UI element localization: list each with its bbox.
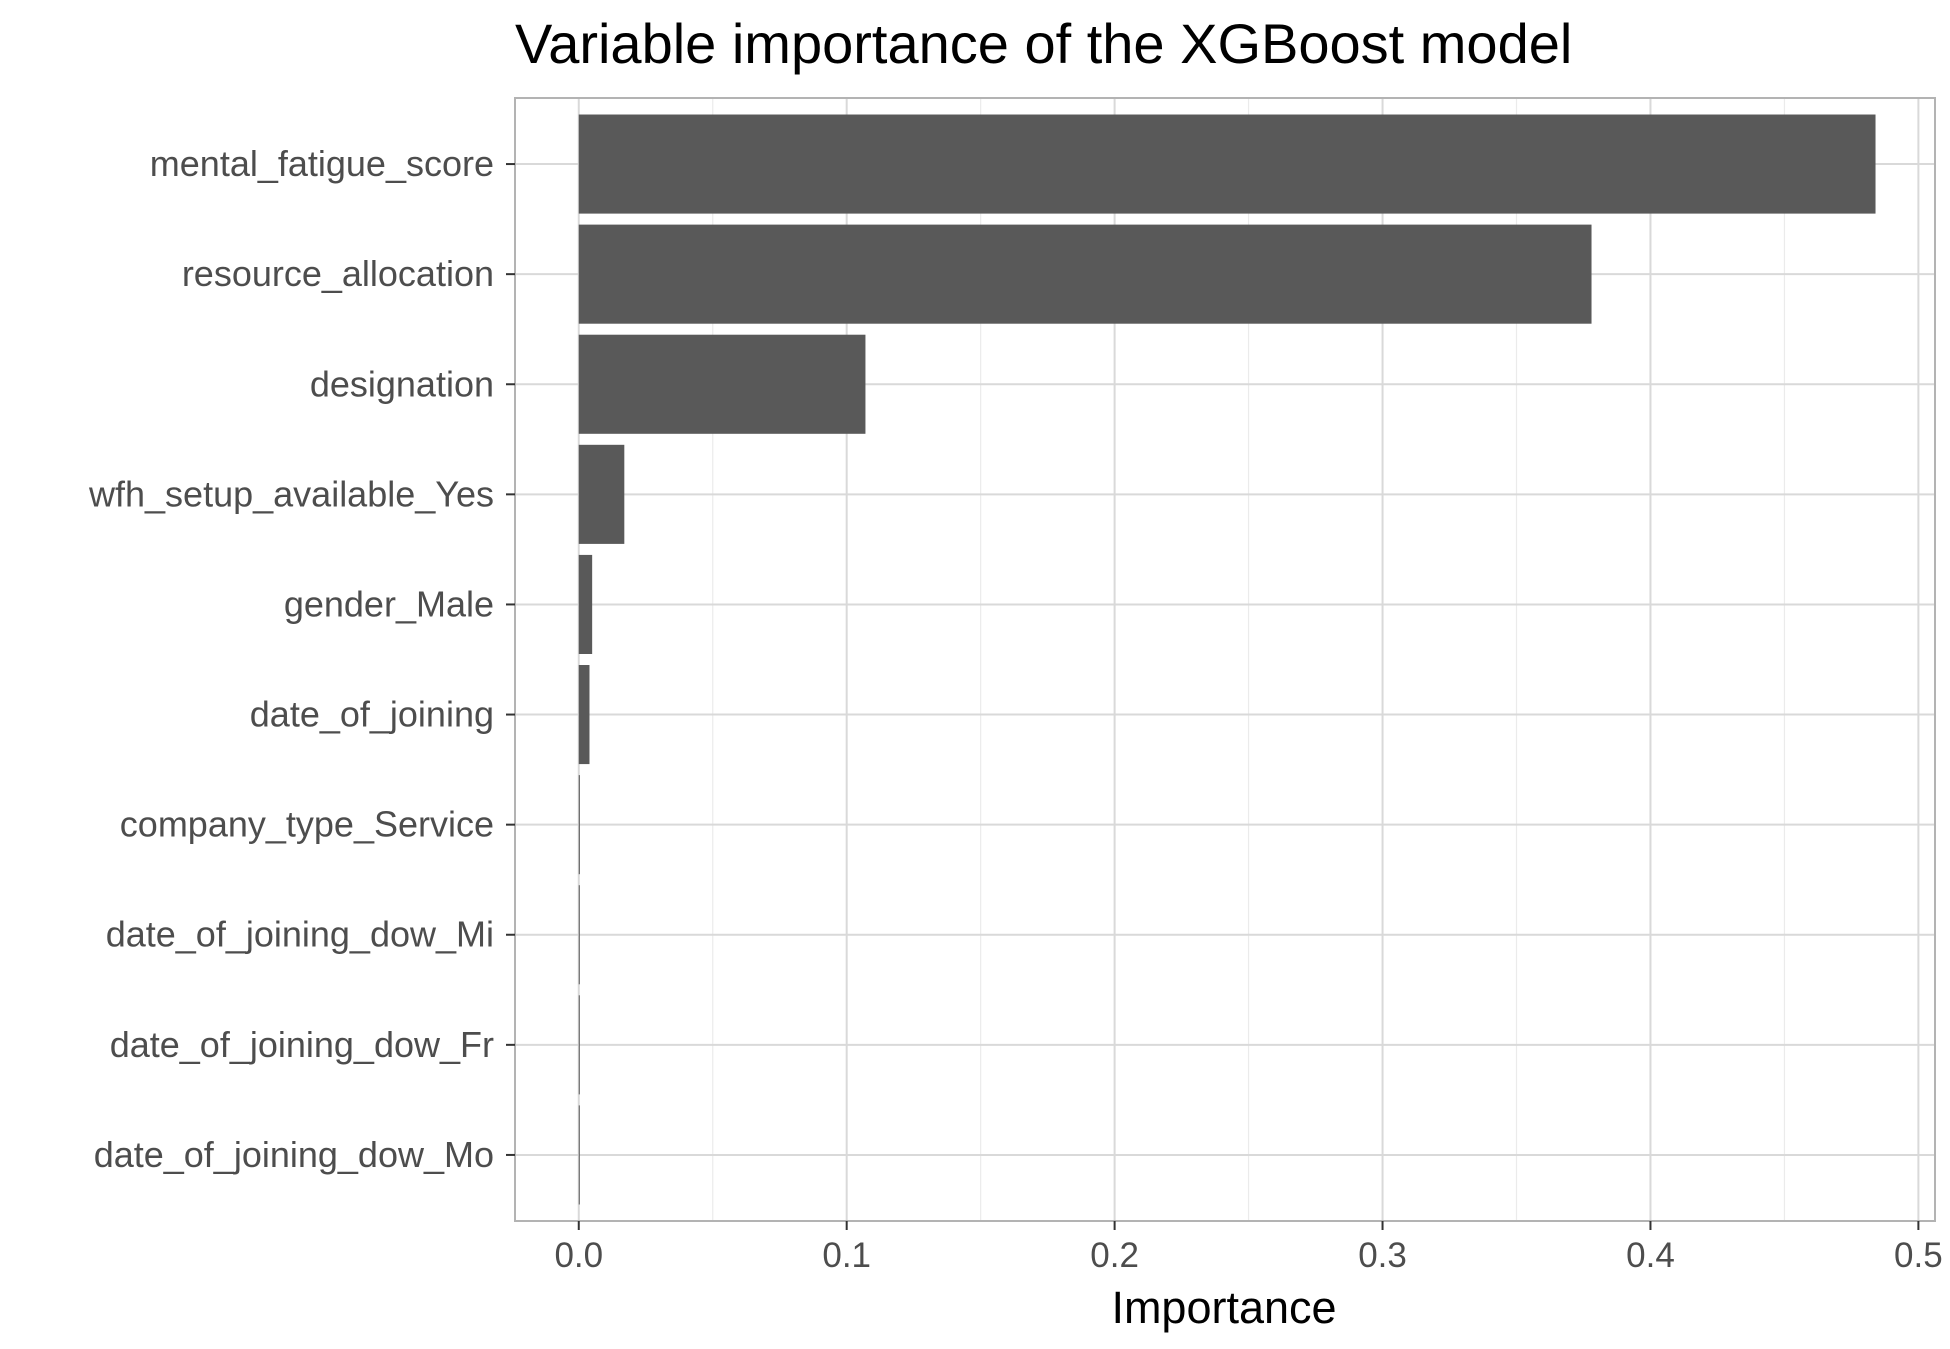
bar-mental-fatigue-score: [578, 114, 1876, 214]
bar-date-of-joining-dow-Mo: [578, 1105, 580, 1205]
y-tick-label: date_of_joining: [250, 694, 494, 735]
bar-date-of-joining-dow-Mi: [578, 885, 580, 985]
x-tick-label: 0.4: [1626, 1236, 1675, 1275]
bar-date-of-joining: [578, 665, 590, 765]
bar-company-type-Service: [578, 775, 580, 875]
y-tick-label: mental_fatigue_score: [150, 143, 494, 184]
y-tick-label: wfh_setup_available_Yes: [88, 473, 494, 514]
y-tick-label: resource_allocation: [182, 253, 494, 294]
x-axis-title: Importance: [1111, 1282, 1336, 1333]
bars: [578, 114, 1876, 1205]
bar-designation: [578, 334, 866, 434]
y-tick-label: gender_Male: [284, 583, 494, 624]
x-tick-label: 0.5: [1894, 1236, 1943, 1275]
y-tick-label: date_of_joining_dow_Mo: [94, 1134, 494, 1175]
y-axis: mental_fatigue_score resource_allocationd…: [88, 143, 515, 1175]
panel-border: [514, 97, 1936, 1222]
y-tick-label: date_of_joining_dow_Fr: [110, 1024, 494, 1065]
x-tick-label: 0.1: [822, 1236, 871, 1275]
bar-resource-allocation: [578, 224, 1592, 324]
x-tick-label: 0.2: [1090, 1236, 1139, 1275]
y-tick-label: date_of_joining_dow_Mi: [106, 914, 494, 955]
bar-wfh-setup-available-Yes: [578, 444, 625, 544]
chart-title: Variable importance of the XGBoost model: [515, 12, 1572, 75]
y-tick-label: company_type_Service: [120, 804, 494, 845]
x-tick-label: 0.3: [1358, 1236, 1407, 1275]
bar-date-of-joining-dow-Fr: [578, 995, 580, 1095]
y-tick-label: designation: [310, 363, 494, 404]
x-tick-label: 0.0: [554, 1236, 603, 1275]
x-axis: 0.0 0.1 0.2 0.3 0.4 0.5: [554, 1221, 1943, 1275]
bar-gender-Male: [578, 554, 593, 654]
